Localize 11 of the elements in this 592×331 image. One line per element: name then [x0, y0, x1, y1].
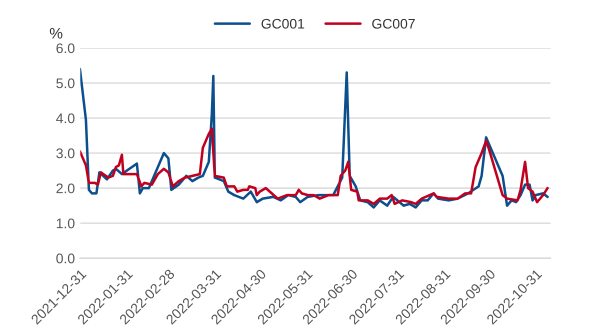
legend-label: GC007: [372, 18, 415, 29]
y-tick-label: 4.0: [56, 113, 75, 124]
y-tick-label: 2.0: [56, 183, 75, 194]
y-tick-label: 3.0: [56, 148, 75, 158]
y-tick-label: 0.0: [56, 254, 75, 264]
y-tick-label: 6.0: [56, 43, 75, 54]
y-tick-label: 1.0: [56, 218, 75, 228]
legend-label: GC001: [262, 18, 304, 29]
line-series: [80, 127, 549, 206]
y-axis-title: %: [50, 28, 62, 39]
y-tick-label: 5.0: [56, 78, 75, 88]
